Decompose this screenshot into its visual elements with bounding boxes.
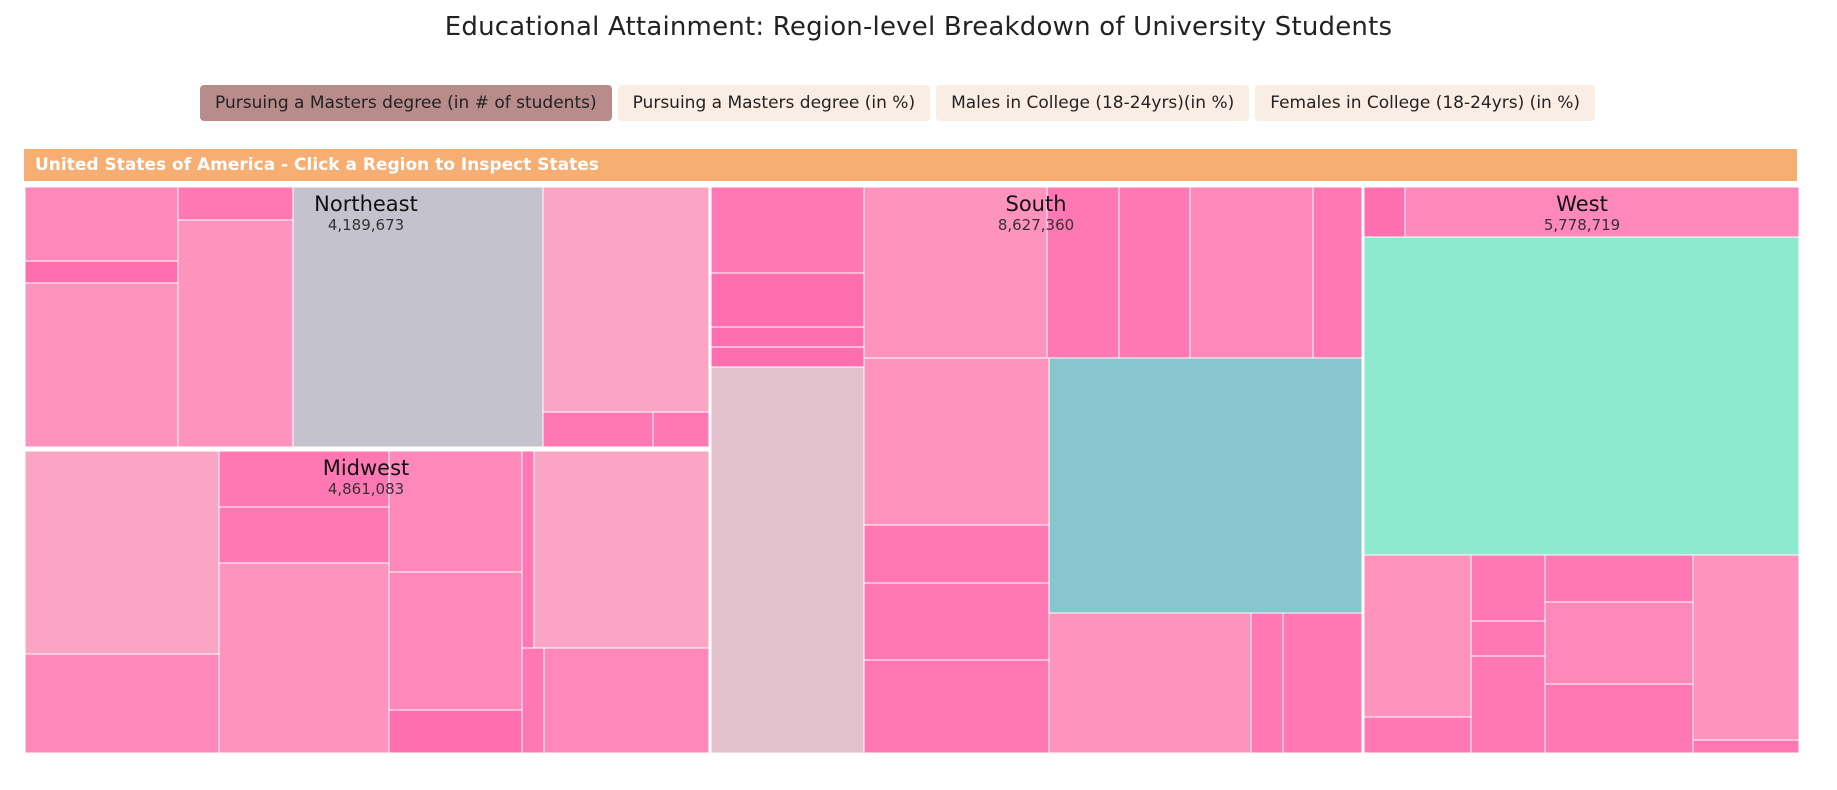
metric-button-group: Pursuing a Masters degree (in # of stude… [200,85,1596,121]
metric-button-females-college-percent[interactable]: Females in College (18-24yrs) (in %) [1255,85,1596,121]
state-tile[interactable] [23,449,220,655]
state-tile[interactable] [543,647,711,755]
region-value-label: 8,627,360 [998,216,1074,234]
metric-button-males-college-percent[interactable]: Males in College (18-24yrs)(in %) [936,85,1250,121]
chart-title: Educational Attainment: Region-level Bre… [444,12,1393,42]
state-tile[interactable] [1404,185,1801,238]
state-tile[interactable] [709,366,865,755]
state-tile[interactable] [23,185,179,262]
state-tile[interactable] [23,282,179,449]
state-tile[interactable] [218,506,390,564]
state-tile[interactable] [1362,236,1801,556]
state-tile[interactable] [709,185,865,274]
metric-button-masters-count[interactable]: Pursuing a Masters degree (in # of stude… [200,85,612,121]
state-tile[interactable] [863,524,1050,584]
state-tile[interactable] [1692,554,1801,741]
region-border [1361,184,1802,756]
state-tile[interactable] [1362,716,1472,755]
region-name-label: Northeast [314,192,418,216]
state-tile[interactable] [863,659,1050,755]
state-tile[interactable] [388,571,523,711]
metric-button-masters-percent[interactable]: Pursuing a Masters degree (in %) [617,85,931,121]
state-tile[interactable] [218,562,390,755]
state-tile[interactable] [709,346,865,368]
state-tile[interactable] [542,411,654,449]
state-tile[interactable] [218,449,390,508]
state-tile[interactable] [1048,357,1364,614]
region-value-label: 5,778,719 [1544,216,1620,234]
state-tile[interactable] [177,219,294,449]
state-tile[interactable] [709,326,865,348]
state-tile[interactable] [1048,612,1252,755]
state-tile[interactable] [1362,554,1472,718]
region-name-label: Midwest [323,456,410,480]
state-tile[interactable] [1470,554,1546,622]
state-tile[interactable] [1544,683,1694,755]
state-tile[interactable] [863,582,1050,661]
state-tile[interactable] [23,653,220,755]
state-tile[interactable] [388,709,523,755]
state-tile[interactable] [542,185,711,413]
state-tile[interactable] [1282,612,1364,755]
region-name-label: West [1556,192,1608,216]
region-name-label: South [1005,192,1066,216]
region-value-label: 4,189,673 [328,216,404,234]
state-tile[interactable] [1544,554,1694,603]
state-tile[interactable] [521,647,545,755]
state-tile[interactable] [177,185,294,221]
state-tile[interactable] [521,449,535,649]
state-tile[interactable] [1470,655,1546,755]
region-value-label: 4,861,083 [328,480,404,498]
state-tile[interactable] [533,449,711,649]
state-tile[interactable] [1118,185,1191,359]
state-tile[interactable] [1250,612,1284,755]
state-tile[interactable] [23,260,179,284]
state-tile[interactable] [863,185,1048,359]
state-tile[interactable] [1189,185,1314,359]
breadcrumb-bar[interactable]: United States of America - Click a Regio… [24,149,1797,181]
state-tile[interactable] [1362,185,1406,238]
state-tile[interactable] [1692,739,1801,755]
state-tile[interactable] [1312,185,1364,359]
state-tile[interactable] [863,357,1050,526]
state-tile[interactable] [1470,620,1546,657]
state-tile[interactable] [652,411,711,449]
state-tile[interactable] [1544,601,1694,685]
state-tile[interactable] [709,272,865,328]
state-tile[interactable] [292,185,544,449]
state-tile[interactable] [388,449,523,573]
